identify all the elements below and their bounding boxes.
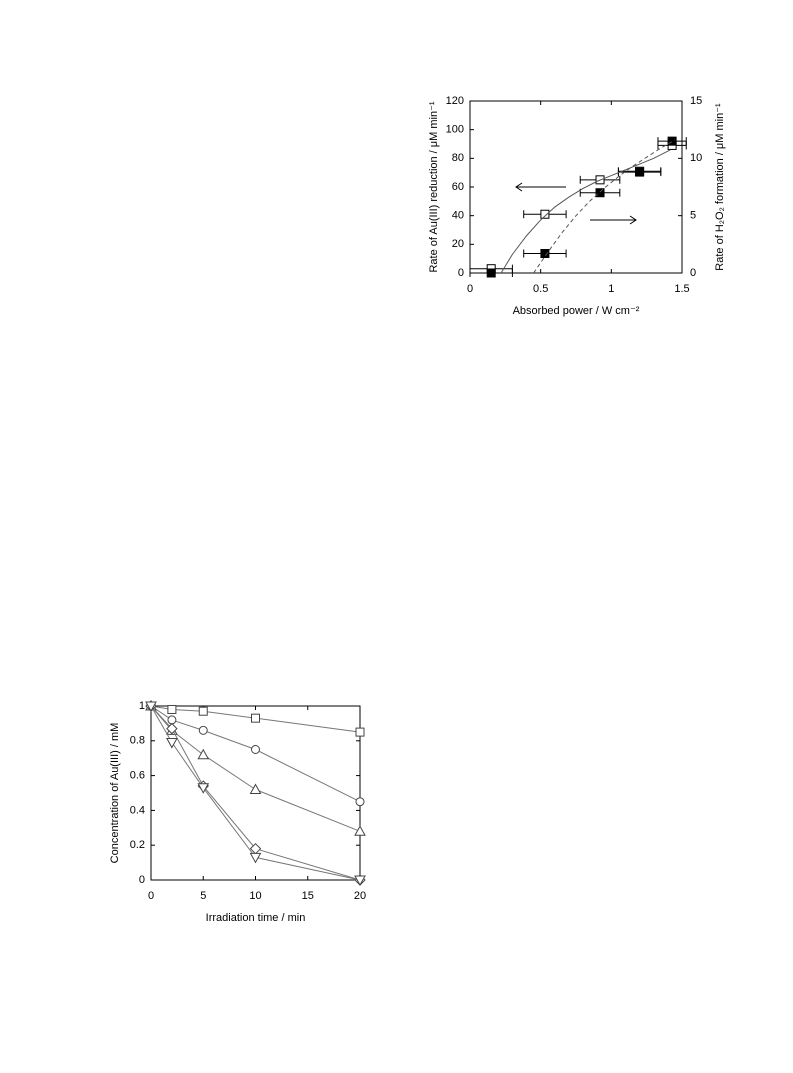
marker (249, 783, 262, 795)
y-axis-label: Rate of Au(III) reduction / μM min⁻¹ (428, 101, 440, 272)
y-tick-label: 20 (452, 238, 464, 250)
y2-tick-label: 15 (690, 95, 702, 107)
marker (197, 748, 210, 760)
y-tick-label: 0 (458, 267, 464, 279)
marker (354, 875, 366, 887)
x-tick-label: 0 (467, 283, 473, 295)
arrow-left (515, 182, 566, 192)
marker (486, 268, 496, 278)
y2-axis-label: Rate of H₂O₂ formation / μM min⁻¹ (714, 103, 726, 271)
marker (251, 745, 260, 754)
marker (166, 738, 178, 749)
marker (635, 167, 645, 177)
y-axis-label: Concentration of Au(III) / mM (109, 723, 121, 864)
marker (595, 188, 605, 198)
y-tick-label: 0 (139, 874, 145, 886)
x-axis-label: Absorbed power / W cm⁻² (513, 305, 640, 317)
marker (540, 249, 550, 259)
marker (540, 209, 550, 219)
x-tick-label: 0.5 (533, 283, 548, 295)
x-tick-label: 1.5 (674, 283, 689, 295)
plot-frame (469, 100, 683, 274)
y2-tick-label: 5 (690, 210, 696, 222)
y2-tick-label: 10 (690, 152, 702, 164)
series-line (533, 139, 676, 274)
marker (166, 722, 178, 735)
y-tick-label: 80 (452, 152, 464, 164)
marker (198, 706, 208, 716)
series-line (150, 705, 361, 832)
marker (198, 725, 208, 735)
marker (251, 713, 260, 723)
series-line (500, 149, 671, 274)
marker (355, 797, 365, 807)
x-tick-label: 20 (354, 890, 366, 902)
y-tick-label: 120 (446, 95, 464, 107)
y-tick-label: 0.2 (130, 839, 145, 851)
x-tick-label: 1 (608, 283, 614, 295)
marker (355, 727, 365, 737)
x-tick-label: 10 (249, 890, 261, 902)
y-tick-label: 0.6 (130, 770, 145, 782)
y-tick-label: 100 (446, 124, 464, 136)
marker (249, 852, 262, 864)
y2-tick-label: 0 (690, 267, 696, 279)
y-tick-label: 1 (139, 700, 145, 712)
x-tick-label: 15 (302, 890, 314, 902)
marker (145, 701, 157, 713)
y-tick-label: 0.8 (130, 735, 145, 747)
marker (197, 783, 210, 794)
x-tick-label: 0 (148, 890, 154, 902)
x-tick-label: 5 (200, 890, 206, 902)
marker (667, 136, 677, 146)
marker (167, 704, 177, 714)
marker (167, 715, 177, 725)
y-tick-label: 60 (452, 181, 464, 193)
marker (354, 825, 366, 836)
arrow-right (590, 215, 637, 225)
y-tick-label: 0.4 (130, 804, 145, 816)
x-axis-label: Irradiation time / min (206, 912, 306, 924)
y-tick-label: 40 (452, 210, 464, 222)
